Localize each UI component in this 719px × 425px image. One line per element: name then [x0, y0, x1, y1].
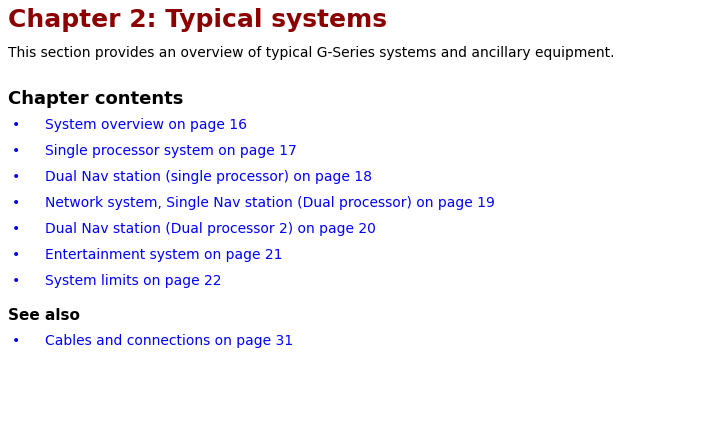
Text: Single processor system on page 17: Single processor system on page 17	[45, 144, 297, 158]
Text: •: •	[12, 274, 20, 288]
Text: •: •	[12, 196, 20, 210]
Text: •: •	[12, 222, 20, 236]
Text: Chapter contents: Chapter contents	[8, 90, 183, 108]
Text: Network system, Single Nav station (Dual processor) on page 19: Network system, Single Nav station (Dual…	[45, 196, 495, 210]
Text: This section provides an overview of typical G-Series systems and ancillary equi: This section provides an overview of typ…	[8, 46, 615, 60]
Text: Chapter 2: Typical systems: Chapter 2: Typical systems	[8, 8, 387, 32]
Text: Dual Nav station (single processor) on page 18: Dual Nav station (single processor) on p…	[45, 170, 372, 184]
Text: System limits on page 22: System limits on page 22	[45, 274, 221, 288]
Text: •: •	[12, 144, 20, 158]
Text: Entertainment system on page 21: Entertainment system on page 21	[45, 248, 283, 262]
Text: Cables and connections on page 31: Cables and connections on page 31	[45, 334, 293, 348]
Text: See also: See also	[8, 308, 80, 323]
Text: Dual Nav station (Dual processor 2) on page 20: Dual Nav station (Dual processor 2) on p…	[45, 222, 376, 236]
Text: System overview on page 16: System overview on page 16	[45, 118, 247, 132]
Text: •: •	[12, 334, 20, 348]
Text: •: •	[12, 170, 20, 184]
Text: •: •	[12, 248, 20, 262]
Text: •: •	[12, 118, 20, 132]
